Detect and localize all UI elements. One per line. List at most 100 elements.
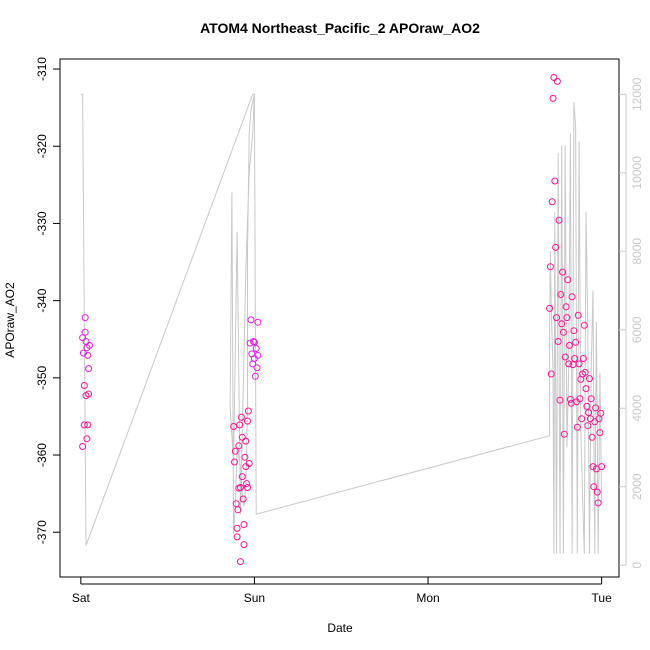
data-point <box>570 327 578 335</box>
data-point <box>574 311 582 319</box>
data-point <box>559 268 567 276</box>
x-tick-label: Mon <box>416 591 439 605</box>
data-point <box>242 437 250 445</box>
data-point <box>555 216 563 224</box>
data-point <box>83 435 91 443</box>
data-point <box>571 355 579 362</box>
data-point <box>550 74 558 81</box>
data-point <box>596 429 604 437</box>
data-point <box>548 198 556 206</box>
data-point <box>243 480 251 488</box>
data-point <box>233 524 241 532</box>
data-point <box>237 484 244 491</box>
data-point <box>240 541 248 549</box>
data-point <box>241 453 249 461</box>
data-point <box>234 506 242 514</box>
data-point <box>552 243 560 251</box>
data-point <box>81 328 89 336</box>
y-tick-label: -310 <box>35 57 49 81</box>
data-point <box>231 458 238 466</box>
data-point <box>85 390 93 398</box>
data-point <box>254 318 262 326</box>
data-point <box>546 263 554 271</box>
x-axis: Sat Sun Mon Tue <box>72 577 612 605</box>
data-point <box>554 338 562 345</box>
data-point <box>592 404 600 412</box>
x-axis-label: Date <box>327 621 353 635</box>
y-axis-right: 0 2000 4000 6000 8000 10000 12000 <box>619 77 644 569</box>
y-tick-label: -330 <box>35 211 49 235</box>
data-point <box>564 276 572 284</box>
data-point <box>250 338 258 345</box>
data-point <box>232 500 240 508</box>
data-point <box>568 293 576 301</box>
data-point <box>584 422 592 430</box>
y-right-tick-label: 12000 <box>630 77 644 111</box>
data-point <box>250 338 258 346</box>
y-tick-label: -370 <box>35 520 49 544</box>
x-tick-label: Tue <box>592 591 613 605</box>
data-point <box>587 395 595 403</box>
data-point <box>236 421 244 429</box>
secondary-line-layer <box>80 93 603 554</box>
data-point <box>235 442 243 450</box>
data-point <box>244 484 251 491</box>
x-tick-label: Sat <box>72 591 91 605</box>
data-point <box>576 395 584 403</box>
data-point <box>553 314 560 322</box>
data-point <box>84 421 92 429</box>
data-point <box>551 177 559 185</box>
data-point <box>561 353 569 361</box>
data-point <box>563 314 571 322</box>
data-point <box>553 77 561 85</box>
data-point <box>566 341 573 349</box>
data-point <box>549 94 557 102</box>
data-point <box>233 533 241 541</box>
data-point <box>238 433 246 441</box>
y-tick-label: -350 <box>35 366 49 390</box>
data-point <box>588 433 596 441</box>
plot-frame <box>59 58 620 578</box>
data-point <box>247 316 255 324</box>
y-tick-label: -340 <box>35 288 49 312</box>
data-point <box>580 321 588 329</box>
y-axis-label: APOraw_AO2 <box>3 282 17 358</box>
data-point <box>566 395 574 403</box>
data-point <box>590 483 598 491</box>
y-right-tick-label: 6000 <box>630 316 644 343</box>
points-layer <box>79 74 606 566</box>
data-point <box>581 368 589 376</box>
data-point <box>84 351 92 359</box>
secondary-series-line <box>80 93 603 554</box>
data-point <box>593 488 601 496</box>
y-right-tick-label: 2000 <box>630 473 644 500</box>
y-right-tick-label: 4000 <box>630 395 644 422</box>
data-point <box>80 421 88 429</box>
y-right-tick-label: 8000 <box>630 238 644 265</box>
data-point <box>585 409 593 417</box>
y-tick-label: -360 <box>35 443 49 467</box>
data-point <box>556 396 564 404</box>
data-point <box>578 415 586 423</box>
data-point <box>546 304 554 312</box>
y-right-tick-label: 10000 <box>630 156 644 190</box>
chart-title: ATOM4 Northeast_Pacific_2 APOraw_AO2 <box>200 20 480 36</box>
data-point <box>238 473 246 481</box>
data-point <box>572 338 580 346</box>
data-point <box>573 423 581 431</box>
data-point <box>582 385 590 393</box>
data-point <box>565 360 573 368</box>
data-point <box>253 364 261 372</box>
data-point <box>246 339 254 347</box>
data-point <box>586 375 593 383</box>
data-point <box>251 372 259 380</box>
data-point <box>579 355 587 362</box>
data-point <box>560 430 568 438</box>
data-point <box>594 499 602 507</box>
data-point <box>240 521 248 528</box>
data-point <box>597 409 605 417</box>
y-axis: -310 -320 -330 -340 -350 -360 -370 <box>35 57 60 544</box>
data-point <box>558 320 566 328</box>
